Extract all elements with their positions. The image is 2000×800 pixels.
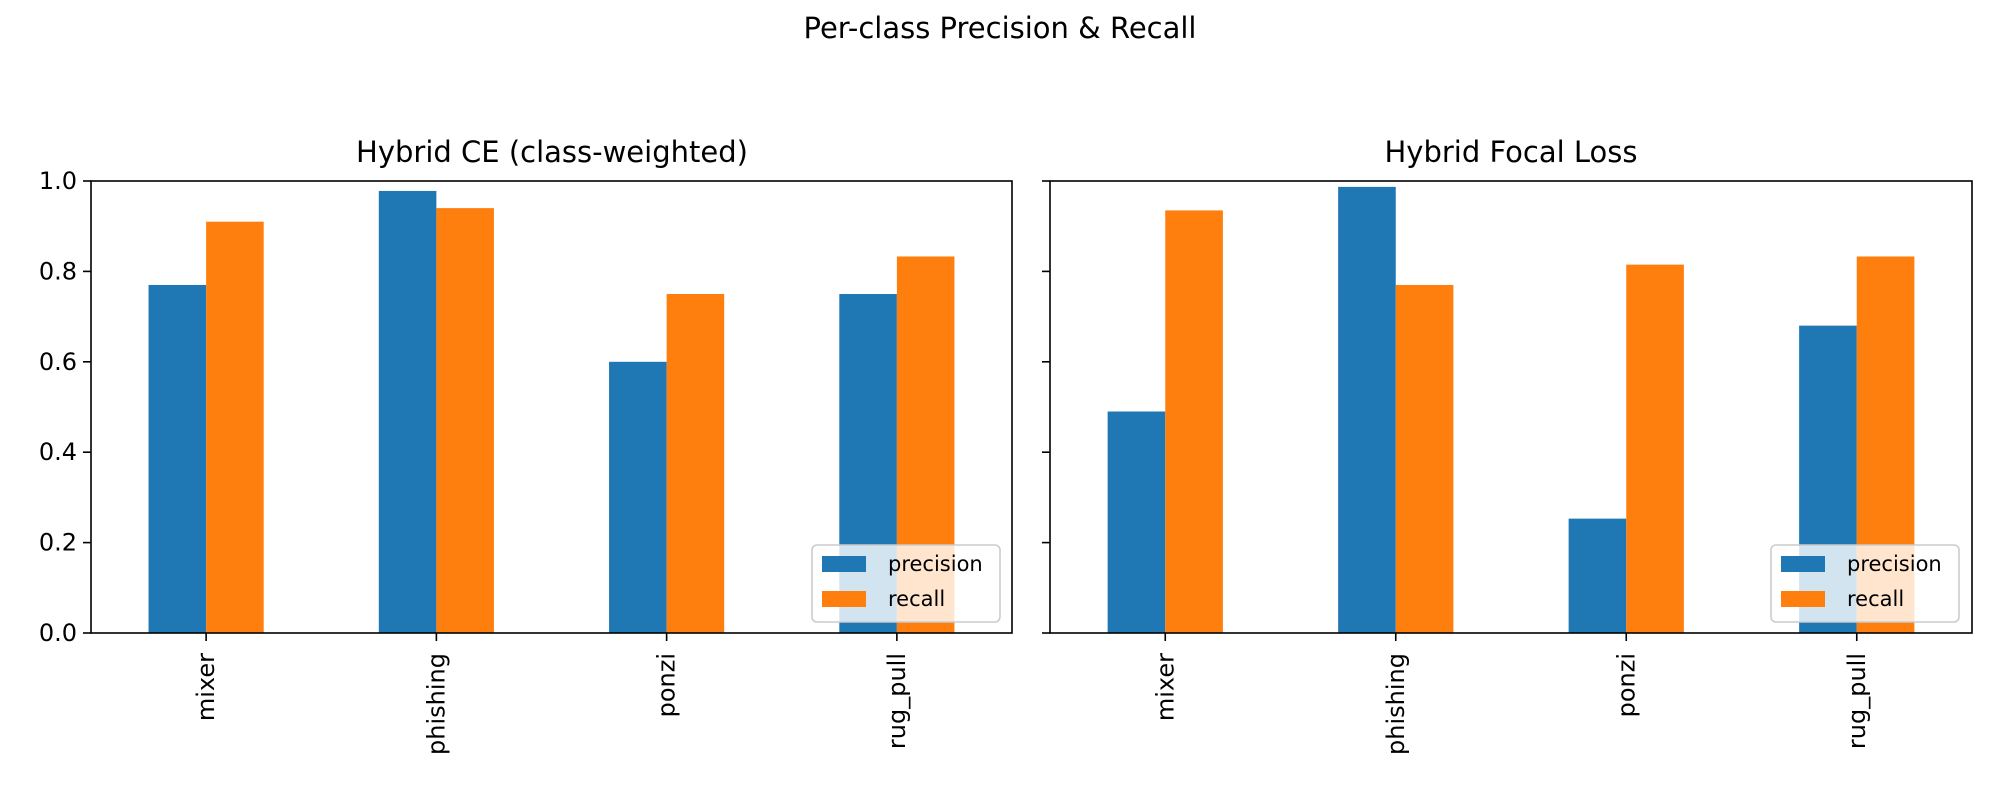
figure-title: Per-class Precision & Recall <box>803 11 1196 45</box>
y-axis <box>1042 180 1050 634</box>
legend-label-precision: precision <box>888 552 983 576</box>
x-axis: mixer phishing ponzi rug_pull <box>192 633 911 755</box>
y-tick-label: 0.4 <box>39 438 77 466</box>
x-tick-label: phishing <box>1382 653 1410 755</box>
legend: precision recall <box>1770 544 1960 623</box>
legend: precision recall <box>811 544 1001 623</box>
legend-label-recall: recall <box>888 587 945 611</box>
x-tick-label: ponzi <box>653 653 681 717</box>
legend-label-recall: recall <box>1847 587 1904 611</box>
legend-swatch-precision <box>822 556 866 572</box>
legend-swatch-precision <box>1781 556 1825 572</box>
bar-precision-ponzi <box>609 361 667 633</box>
axes-frame <box>90 180 1013 634</box>
bar-precision-phishing <box>378 190 437 633</box>
y-tick-label: 0.6 <box>39 348 77 376</box>
y-tick-label: 0.0 <box>39 619 77 647</box>
bar-precision-phishing <box>1338 186 1396 633</box>
bar-recall-mixer <box>206 221 264 633</box>
y-tick-label: 1.0 <box>39 167 77 195</box>
y-tick-label: 0.8 <box>39 257 77 285</box>
y-tick-label: 0.2 <box>39 529 77 557</box>
bar-precision-mixer <box>1107 411 1166 633</box>
bar-precision-mixer <box>148 284 207 633</box>
bar-recall-phishing <box>1395 284 1454 633</box>
legend-label-precision: precision <box>1847 552 1942 576</box>
bar-recall-mixer <box>1165 210 1223 633</box>
subplot-title: Hybrid CE (class-weighted) <box>356 135 748 169</box>
legend-swatch-recall <box>822 591 866 607</box>
bar-recall-phishing <box>436 208 494 633</box>
x-tick-label: ponzi <box>1612 653 1640 717</box>
x-tick-label: phishing <box>422 653 450 755</box>
subplot-hybrid-ce: Hybrid CE (class-weighted) 0.00.20.40.60… <box>39 135 1013 755</box>
x-tick-label: rug_pull <box>1843 653 1871 749</box>
bar-recall-ponzi <box>1626 264 1684 633</box>
y-axis: 0.0 0.2 0.4 0.6 0.8 1.0 <box>39 167 91 647</box>
x-axis: mixer phishing ponzi rug_pull <box>1151 633 1871 755</box>
x-tick-label: rug_pull <box>883 653 911 749</box>
bar-recall-ponzi <box>666 294 725 633</box>
subplot-hybrid-focal: Hybrid Focal Loss mixer phishing ponzi rug_… <box>1042 135 1973 755</box>
bar-precision-ponzi <box>1568 518 1627 633</box>
x-tick-label: mixer <box>192 653 220 721</box>
axes-frame <box>1049 180 1973 634</box>
legend-swatch-recall <box>1781 591 1825 607</box>
x-tick-label: mixer <box>1151 653 1179 721</box>
subplot-title: Hybrid Focal Loss <box>1385 135 1638 169</box>
